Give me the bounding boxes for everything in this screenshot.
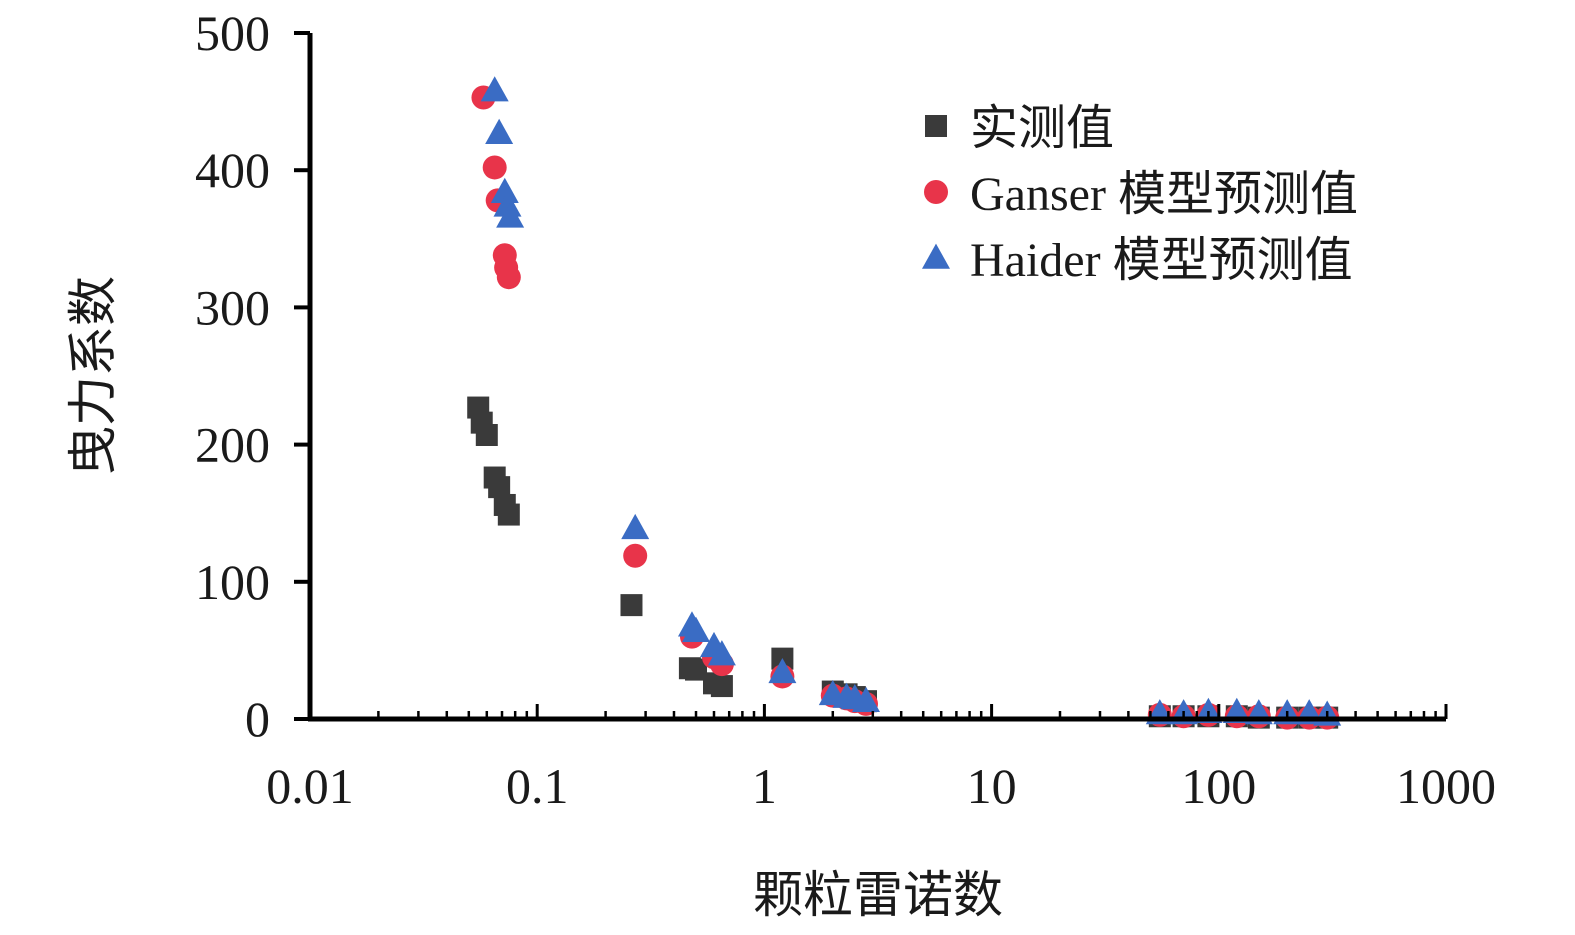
data-point xyxy=(621,513,650,540)
data-point xyxy=(496,202,525,228)
data-point xyxy=(707,640,736,666)
legend-marker xyxy=(922,243,950,269)
y-tick-label: 0 xyxy=(245,691,270,747)
data-point xyxy=(490,177,519,203)
data-point xyxy=(480,76,509,102)
legend-marker xyxy=(924,180,948,204)
x-tick-label: 1 xyxy=(752,758,777,814)
data-point xyxy=(482,155,507,180)
x-tick-label: 1000 xyxy=(1396,758,1496,814)
data-point xyxy=(620,594,643,617)
data-point xyxy=(685,658,708,681)
axes: 0 100 200 300 400 500 0.01 0.1 1 10 100 1000 xyxy=(195,5,1496,814)
legend-item-3: Haider 模型预测值 xyxy=(922,234,1353,287)
y-tick-label: 200 xyxy=(195,417,270,473)
legend-label: 实测值 xyxy=(970,102,1114,155)
legend-item-2: Ganser 模型预测值 xyxy=(924,168,1358,221)
data-point xyxy=(485,118,514,144)
y-tick-label: 300 xyxy=(195,279,270,335)
legend-marker xyxy=(925,115,947,137)
series-1 xyxy=(467,396,1339,729)
data-point xyxy=(496,265,521,290)
legend-item-1: 实测值 xyxy=(925,102,1114,155)
x-tick-label: 100 xyxy=(1181,758,1256,814)
legend-label: Ganser 模型预测值 xyxy=(970,168,1358,221)
legend: 实测值 Ganser 模型预测值 Haider 模型预测值 xyxy=(922,102,1358,287)
data-point xyxy=(488,476,511,499)
y-tick-label: 100 xyxy=(195,554,270,610)
x-tick-label: 0.01 xyxy=(266,758,354,814)
y-tick-label: 500 xyxy=(195,5,270,61)
x-tick-label: 10 xyxy=(967,758,1017,814)
data-point xyxy=(768,657,797,684)
y-axis-title: 曳力系数 xyxy=(64,276,122,476)
data-point xyxy=(851,686,880,712)
data-point xyxy=(497,503,520,526)
data-point xyxy=(682,616,711,642)
plot-area xyxy=(467,76,1342,730)
data-point xyxy=(623,543,648,568)
legend-label: Haider 模型预测值 xyxy=(970,234,1353,287)
x-axis-title: 颗粒雷诺数 xyxy=(753,866,1003,924)
x-tick-label: 0.1 xyxy=(506,758,569,814)
data-point xyxy=(475,423,498,446)
y-tick-label: 400 xyxy=(195,142,270,198)
data-point xyxy=(710,675,733,698)
